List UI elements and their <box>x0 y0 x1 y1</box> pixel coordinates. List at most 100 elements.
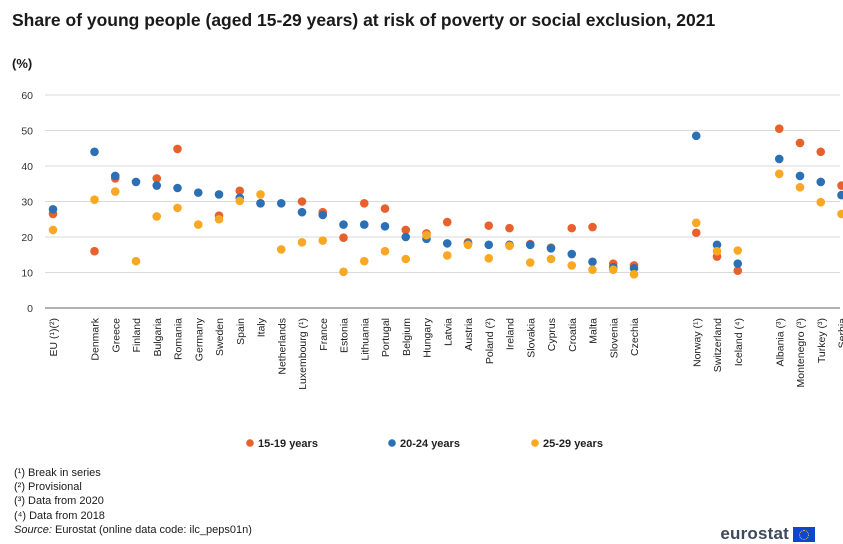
data-point <box>484 221 494 230</box>
x-category-label: Poland (²) <box>484 318 496 364</box>
x-category-label: Montenegro (³) <box>795 318 807 387</box>
data-point <box>110 171 120 181</box>
x-category-label: Romania <box>173 318 185 360</box>
x-category-label: Cyprus <box>546 318 558 351</box>
data-point <box>48 205 58 214</box>
x-category-label: Iceland (⁴) <box>733 318 745 366</box>
footnote: (³) Data from 2020 <box>14 495 104 508</box>
data-point <box>401 225 411 235</box>
y-tick-label: 40 <box>21 161 33 173</box>
data-point <box>567 249 577 259</box>
data-point <box>505 241 514 251</box>
y-tick-label: 0 <box>27 303 33 315</box>
x-category-label: Belgium <box>401 318 413 356</box>
data-point <box>463 240 473 250</box>
x-category-label: Serbia <box>837 318 843 349</box>
data-point <box>691 228 701 238</box>
x-category-label: Finland <box>131 318 143 353</box>
footnote: (⁴) Data from 2018 <box>14 509 105 522</box>
x-category-label: Ireland <box>505 318 517 350</box>
x-category-label: EU (¹)(²) <box>48 318 60 356</box>
data-point <box>588 265 597 274</box>
data-point <box>795 183 805 192</box>
data-point <box>733 266 743 276</box>
data-point <box>152 212 162 221</box>
x-category-label: Luxembourg (¹) <box>297 318 309 390</box>
data-point <box>339 220 348 229</box>
data-point <box>588 222 597 232</box>
data-point <box>318 210 328 220</box>
y-tick-label: 50 <box>21 126 33 138</box>
data-point <box>90 195 99 205</box>
data-point <box>152 174 162 183</box>
x-category-label: Slovenia <box>608 318 620 358</box>
data-point <box>235 196 245 206</box>
x-category-label: Bulgaria <box>152 318 164 357</box>
data-point <box>525 240 535 250</box>
data-point <box>339 267 348 277</box>
x-category-label: Portugal <box>380 318 392 357</box>
data-point <box>546 254 556 264</box>
x-category-label: Spain <box>235 318 247 345</box>
data-point <box>359 220 369 229</box>
footnotes: (¹) Break in series (²) Provisional (³) … <box>14 466 252 537</box>
data-point <box>629 263 639 273</box>
x-category-label: Italy <box>256 317 268 337</box>
data-point <box>712 246 722 256</box>
data-point <box>691 131 701 141</box>
data-point <box>795 138 805 148</box>
legend-label: 25-29 years <box>543 438 603 450</box>
x-category-label: Netherlands <box>276 318 288 375</box>
data-point <box>837 190 843 200</box>
data-point <box>193 188 203 197</box>
data-point <box>816 197 826 207</box>
data-point <box>297 207 307 217</box>
data-point <box>256 190 265 199</box>
data-point <box>505 223 514 233</box>
data-point <box>837 181 843 190</box>
data-point <box>276 245 286 254</box>
legend-label: 15-19 years <box>258 438 318 450</box>
x-category-label: Denmark <box>90 317 102 360</box>
data-point <box>339 233 348 243</box>
data-point <box>588 257 597 267</box>
data-point <box>193 220 203 229</box>
data-point <box>816 177 826 187</box>
x-category-label: Malta <box>588 318 600 344</box>
data-point <box>173 203 182 213</box>
data-point <box>173 183 182 193</box>
x-category-label: Albania (³) <box>774 318 786 366</box>
data-point <box>90 246 99 256</box>
x-category-label: Norway (¹) <box>691 318 703 367</box>
y-tick-label: 60 <box>21 90 33 102</box>
data-point <box>90 147 99 157</box>
data-point <box>691 218 701 228</box>
data-point <box>214 214 224 224</box>
x-category-label: Switzerland <box>712 318 724 372</box>
x-category-label: Germany <box>193 317 205 361</box>
x-category-label: Slovakia <box>525 318 537 358</box>
x-category-label: Latvia <box>442 318 454 346</box>
data-point <box>318 236 328 245</box>
x-category-label: Hungary <box>422 317 434 357</box>
y-tick-label: 10 <box>21 268 33 280</box>
source-line: Source: Eurostat (online data code: ilc_… <box>14 523 252 537</box>
eu-flag-icon <box>793 526 815 542</box>
data-point <box>276 198 286 208</box>
data-point <box>380 222 390 231</box>
data-point <box>442 217 452 227</box>
data-point <box>795 171 805 181</box>
x-category-label: Austria <box>463 318 475 351</box>
unit-label: (%) <box>12 56 33 71</box>
chart-title: Share of young people (aged 15-29 years)… <box>12 10 716 30</box>
data-point <box>567 223 577 233</box>
data-point <box>401 232 411 242</box>
data-point <box>484 240 494 250</box>
data-point <box>422 230 431 240</box>
brand-text: eurostat <box>720 524 789 543</box>
data-point <box>629 269 639 279</box>
data-point <box>546 244 556 253</box>
x-category-label: Czechia <box>629 318 641 356</box>
data-point <box>131 177 141 187</box>
